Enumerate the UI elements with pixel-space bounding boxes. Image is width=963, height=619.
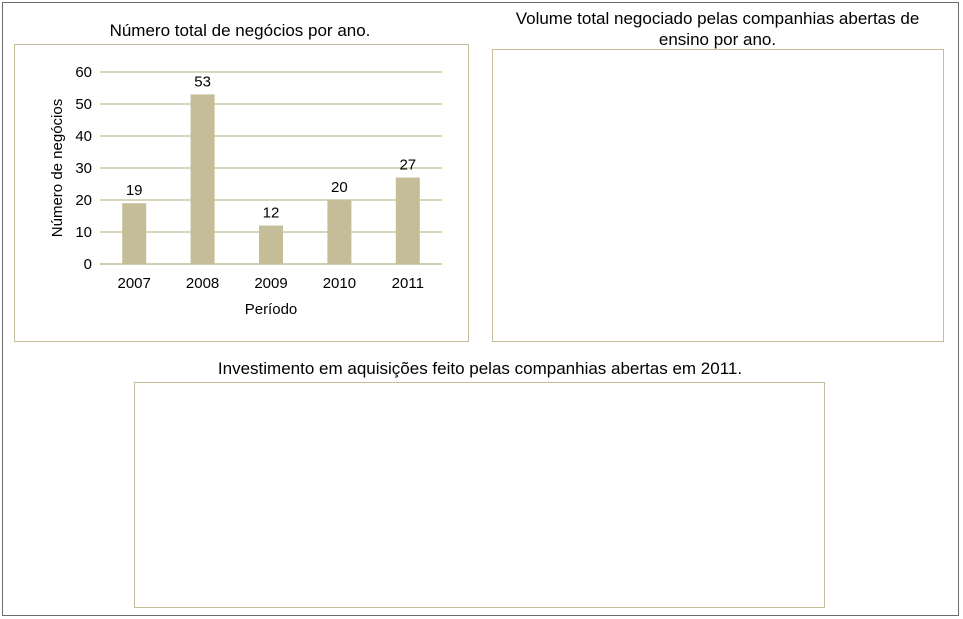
chart1-y-tick-label: 60 [75,64,92,81]
chart1-data-label: 53 [194,73,211,90]
chart2-title-line2: ensino por ano. [658,30,777,49]
chart3-frame [134,382,825,608]
chart1-y-tick-label: 0 [84,256,92,273]
chart1-x-tick-label: 2011 [392,275,424,292]
chart1-bar [327,200,352,264]
chart3-title: Investimento em aquisições feito pelas c… [217,359,743,378]
chart1-y-tick-label: 10 [75,224,92,241]
chart1-data-label: 12 [263,205,280,222]
chart1-x-tick-label: 2010 [323,275,356,292]
chart1-y-tick-label: 20 [75,192,92,209]
chart1-bar [122,203,147,264]
chart1-bar [395,177,420,264]
chart1-x-tick-label: 2008 [186,275,219,292]
chart1-data-label: 20 [331,179,348,196]
chart1-x-axis-label: Período [245,301,298,318]
chart1-bar [190,94,215,265]
chart1-bar [259,225,283,264]
chart1-x-tick-label: 2007 [118,275,151,292]
chart1-data-label: 19 [126,182,143,199]
chart1-x-tick-label: 2009 [254,275,287,292]
chart1-frame [14,44,469,342]
chart1-title: Número total de negócios por ano. [109,21,371,40]
chart1-y-tick-label: 30 [75,160,92,177]
chart1-data-label: 27 [399,157,416,174]
chart1-y-tick-label: 50 [75,96,92,113]
chart2-title-line1: Volume total negociado pelas companhias … [515,9,920,28]
chart1-y-axis-label: Número de negócios [49,99,66,237]
chart1-y-tick-label: 40 [75,128,92,145]
chart2-frame [492,49,944,342]
